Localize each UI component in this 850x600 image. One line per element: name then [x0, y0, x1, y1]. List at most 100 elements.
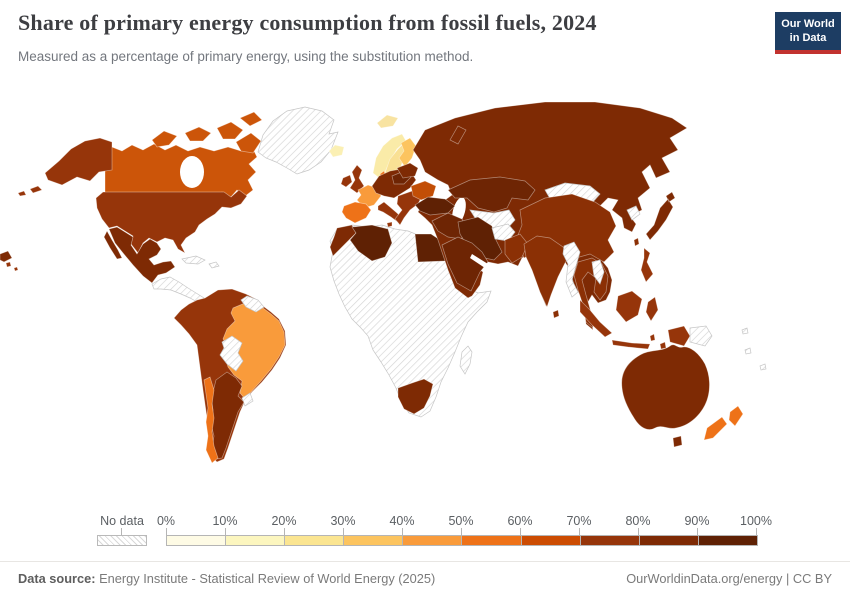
- page-title: Share of primary energy consumption from…: [18, 10, 597, 35]
- country-afghanistan[interactable]: [491, 223, 516, 242]
- legend-tick-label: 90%: [684, 514, 710, 528]
- country-new-zealand-south[interactable]: [703, 416, 728, 441]
- legend-tick-mark: [638, 528, 639, 535]
- region-malaysia-borneo[interactable]: [615, 290, 643, 323]
- country-pakistan[interactable]: [504, 233, 529, 264]
- country-uruguay[interactable]: [241, 392, 254, 407]
- country-canada-arctic-3[interactable]: [216, 121, 244, 140]
- legend-bin-swatch[interactable]: [639, 536, 699, 545]
- legend-bin-swatch[interactable]: [344, 536, 404, 545]
- legend-bin-swatch[interactable]: [698, 536, 757, 545]
- region-bolivia-paraguay[interactable]: [219, 335, 244, 372]
- country-indonesia-sumatra[interactable]: [579, 299, 613, 338]
- legend-bin-swatch[interactable]: [462, 536, 522, 545]
- country-usa-hawaii[interactable]: [5, 261, 19, 272]
- country-united-kingdom[interactable]: [349, 164, 365, 194]
- country-myanmar[interactable]: [562, 241, 581, 298]
- legend-tick-label: 50%: [448, 514, 474, 528]
- legend-tick-mark: [579, 528, 580, 535]
- owid-logo-text: Our World in Data: [775, 12, 841, 50]
- country-australia[interactable]: [621, 344, 710, 430]
- legend-tick-mark: [402, 528, 403, 535]
- country-argentina[interactable]: [210, 371, 245, 460]
- region-spain-portugal[interactable]: [341, 201, 372, 224]
- legend-tick-label: 100%: [740, 514, 772, 528]
- country-philippines[interactable]: [640, 247, 654, 283]
- region-guyanas[interactable]: [240, 295, 265, 313]
- legend-tick-label: 80%: [625, 514, 651, 528]
- region-new-guinea-west[interactable]: [667, 325, 691, 347]
- region-svalbard[interactable]: [376, 114, 399, 129]
- country-taiwan[interactable]: [633, 237, 640, 247]
- country-ireland[interactable]: [340, 174, 353, 188]
- country-mexico-baja[interactable]: [103, 230, 123, 260]
- legend-tick-mark: [225, 528, 226, 535]
- country-greenland[interactable]: [257, 106, 339, 175]
- legend-tick-label: 20%: [271, 514, 297, 528]
- country-papua-new-guinea[interactable]: [689, 325, 713, 347]
- country-chile[interactable]: [203, 376, 219, 464]
- country-finland[interactable]: [398, 137, 417, 168]
- legend-tick-label: 40%: [389, 514, 415, 528]
- country-north-korea[interactable]: [626, 205, 641, 221]
- country-canada-arctic-2[interactable]: [184, 126, 212, 142]
- country-russia-novaya-zemlya[interactable]: [449, 125, 467, 145]
- country-turkey[interactable]: [414, 196, 456, 216]
- country-usa-alaska[interactable]: [44, 137, 113, 186]
- country-japan[interactable]: [645, 191, 676, 241]
- owid-logo[interactable]: Our World in Data: [775, 12, 841, 54]
- legend-tick-mark: [697, 528, 698, 535]
- country-canada-baffin[interactable]: [235, 132, 262, 154]
- country-russia-chukotka-wrap[interactable]: [0, 250, 13, 263]
- country-australia-tasmania[interactable]: [672, 435, 683, 448]
- legend-no-data-swatch[interactable]: [97, 535, 147, 546]
- country-ukraine[interactable]: [410, 180, 437, 201]
- country-madagascar[interactable]: [459, 345, 473, 375]
- country-usa-aleutians[interactable]: [17, 185, 43, 197]
- country-kazakhstan[interactable]: [447, 176, 536, 213]
- region-belarus-baltics[interactable]: [396, 162, 419, 179]
- country-south-africa[interactable]: [397, 378, 434, 415]
- legend-no-data-tick: [121, 528, 122, 535]
- legend-bin-swatch[interactable]: [580, 536, 640, 545]
- legend-bin-swatch[interactable]: [226, 536, 286, 545]
- country-indonesia-maluku[interactable]: [649, 333, 667, 350]
- data-source-text: Energy Institute - Statistical Review of…: [95, 571, 436, 586]
- country-indonesia-java[interactable]: [611, 339, 651, 350]
- country-canada-arctic-1[interactable]: [151, 130, 178, 148]
- country-new-zealand-north[interactable]: [728, 405, 744, 427]
- country-usa[interactable]: [95, 189, 248, 254]
- legend-bin-swatch[interactable]: [521, 536, 581, 545]
- legend-tick-label: 10%: [212, 514, 238, 528]
- legend-tick-mark: [756, 528, 757, 535]
- country-india[interactable]: [523, 235, 571, 308]
- legend-bin-swatch[interactable]: [403, 536, 463, 545]
- legend-bin-swatch[interactable]: [167, 536, 227, 545]
- legend-tick-mark: [284, 528, 285, 535]
- legend-bin-swatch[interactable]: [285, 536, 345, 545]
- region-pacific-islands[interactable]: [741, 327, 767, 371]
- legend-no-data-label[interactable]: No data: [100, 514, 144, 528]
- chart-footer: Data source: Energy Institute - Statisti…: [0, 561, 850, 600]
- country-laos[interactable]: [591, 259, 605, 285]
- country-indonesia-sulawesi[interactable]: [645, 296, 659, 322]
- legend-tick-mark: [166, 528, 167, 535]
- country-mexico[interactable]: [108, 226, 176, 284]
- legend-color-scale[interactable]: [166, 535, 758, 546]
- data-source-label: Data source:: [18, 571, 96, 586]
- license-credit[interactable]: OurWorldinData.org/energy | CC BY: [626, 571, 832, 586]
- data-source-note: Data source: Energy Institute - Statisti…: [18, 571, 435, 600]
- region-central-america[interactable]: [151, 276, 205, 304]
- persian-gulf: [470, 254, 488, 268]
- world-map[interactable]: [0, 95, 850, 505]
- country-canada-ellesmere[interactable]: [239, 111, 263, 127]
- country-sri-lanka[interactable]: [552, 309, 560, 319]
- country-algeria[interactable]: [349, 224, 393, 262]
- country-iceland[interactable]: [328, 144, 345, 158]
- legend-tick-mark: [520, 528, 521, 535]
- chart-subtitle: Measured as a percentage of primary ener…: [18, 49, 474, 64]
- legend-tick-mark: [461, 528, 462, 535]
- world-map-svg[interactable]: [0, 95, 850, 505]
- region-caribbean-cuba[interactable]: [181, 255, 220, 269]
